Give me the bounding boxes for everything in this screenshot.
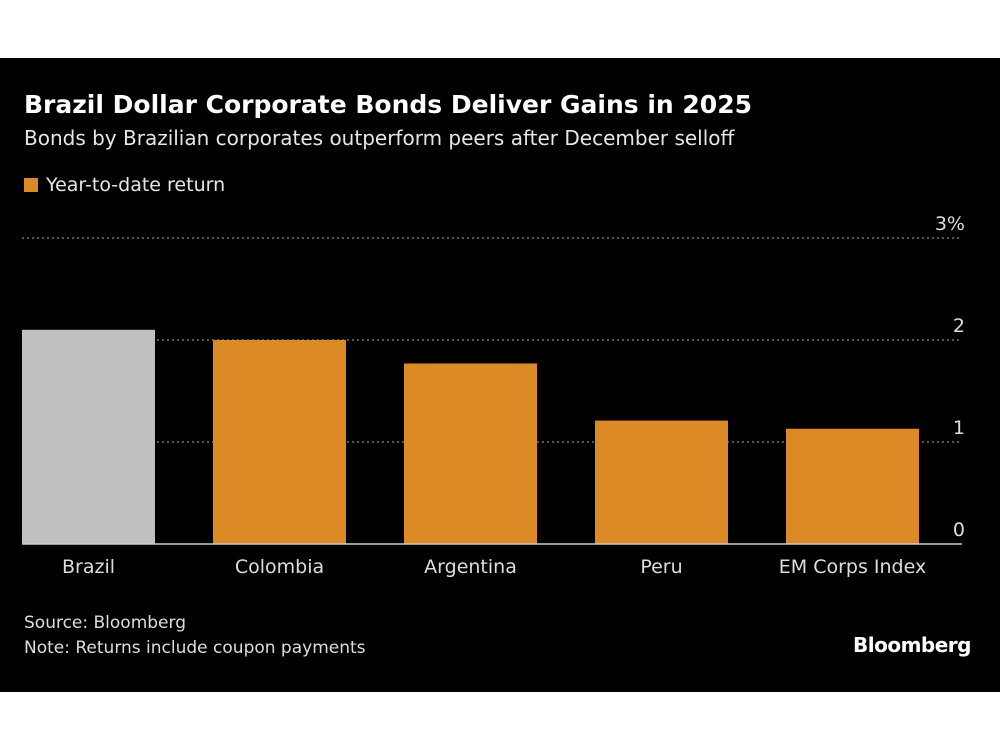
legend-swatch — [24, 178, 38, 192]
x-tick-label: Argentina — [424, 556, 517, 578]
chart-title: Brazil Dollar Corporate Bonds Deliver Ga… — [24, 90, 752, 119]
plot-area: 0 1 2 3% Brazil Colombia Argentina Peru EM Corps… — [22, 213, 965, 578]
footnote: Note: Returns include coupon payments — [24, 638, 366, 658]
source-note: Source: Bloomberg — [24, 613, 186, 633]
y-tick-label: 3% — [935, 213, 965, 235]
y-tick-label: 2 — [953, 315, 965, 337]
bar-peru — [595, 420, 728, 544]
legend: Year-to-date return — [24, 174, 225, 196]
x-tick-label: EM Corps Index — [779, 556, 926, 578]
bar-argentina — [404, 363, 537, 544]
x-tick-label: Colombia — [235, 556, 324, 578]
bloomberg-logo: Bloomberg — [853, 633, 971, 657]
legend-label: Year-to-date return — [46, 174, 226, 196]
bar-colombia — [213, 340, 346, 544]
y-tick-label: 0 — [953, 519, 965, 541]
bar-brazil — [22, 329, 155, 544]
chart-subtitle: Bonds by Brazilian corporates outperform… — [24, 126, 735, 150]
chart-panel: Brazil Dollar Corporate Bonds Deliver Ga… — [0, 58, 1000, 692]
x-tick-label: Peru — [640, 556, 682, 578]
y-tick-label: 1 — [953, 417, 965, 439]
x-tick-label: Brazil — [62, 556, 115, 578]
bar-em-corps-index — [786, 428, 919, 544]
